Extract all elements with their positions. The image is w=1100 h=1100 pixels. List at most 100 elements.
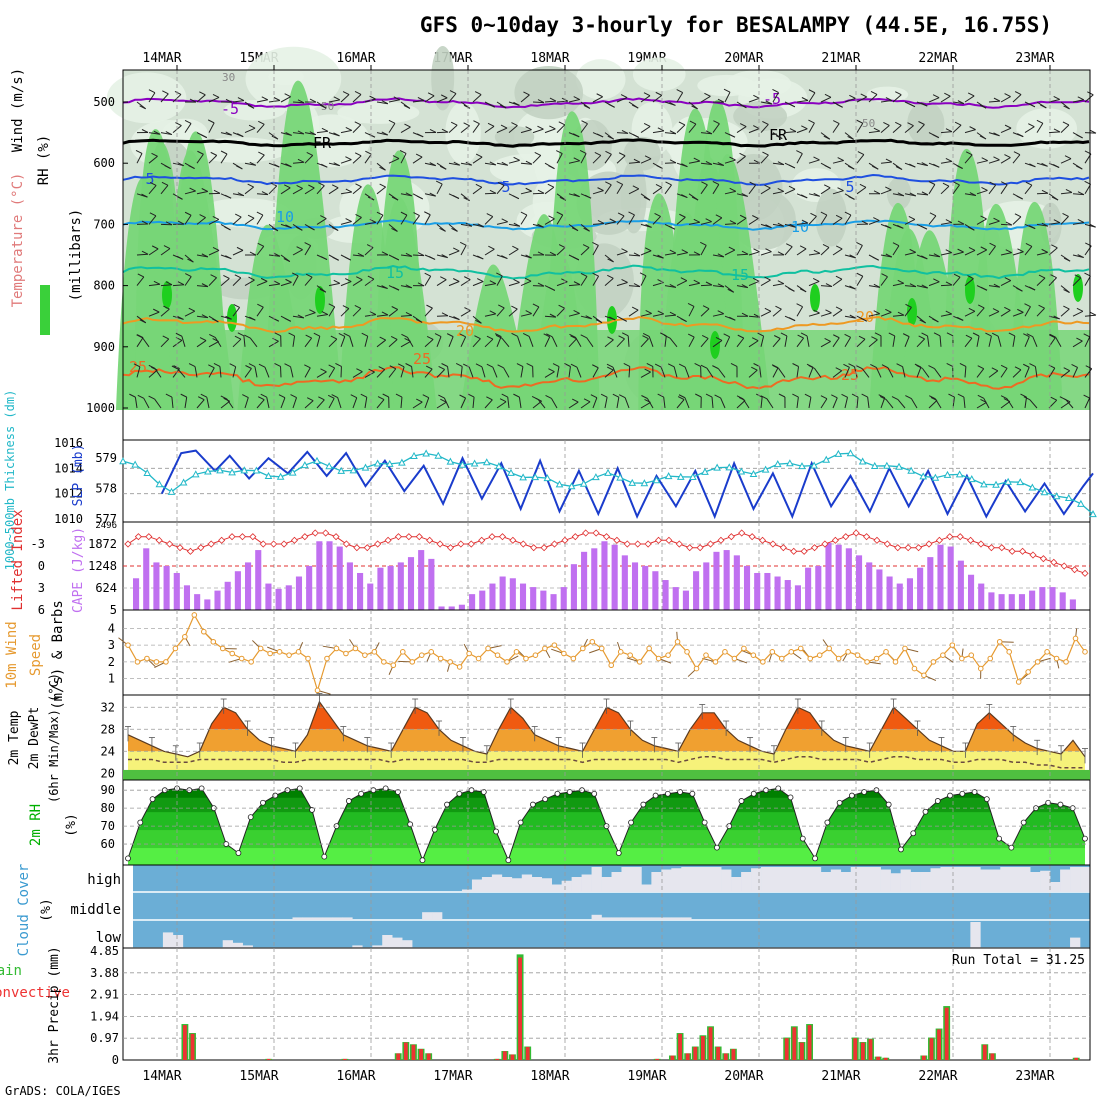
wind-barb-feather <box>687 302 695 307</box>
cape-bar <box>1069 599 1076 610</box>
wind-barb <box>232 307 241 317</box>
wind-barb-feather <box>212 247 220 251</box>
wind-barb-feather <box>583 104 591 109</box>
wind-barb-feather <box>644 247 652 252</box>
wind-barb <box>266 397 270 409</box>
cape-bar <box>703 562 710 610</box>
li-point <box>914 544 923 552</box>
wind-barb <box>496 127 508 134</box>
wind-barb <box>136 253 149 256</box>
wind-barb-feather <box>274 332 281 337</box>
wind-barb <box>964 310 976 317</box>
wind-barb <box>400 214 408 225</box>
wind-barb <box>196 285 208 288</box>
rh-saturated-spot <box>810 284 820 312</box>
wind-barb-feather <box>379 166 386 171</box>
cape-bar <box>519 583 527 610</box>
wind-speed-point <box>977 665 984 672</box>
wind-barb-feather <box>434 333 442 338</box>
wind-barb-feather <box>608 103 615 108</box>
wind-barb-feather <box>242 394 249 398</box>
wind-barb <box>376 369 386 378</box>
wind-barb-feather <box>355 183 362 188</box>
wind-barb-feather <box>537 99 545 104</box>
cape-bar <box>713 551 720 610</box>
cloud-bar <box>541 878 552 892</box>
precip-convective-bar <box>693 1046 698 1060</box>
wind-barb-feather <box>137 394 145 399</box>
wind-barb-feather <box>1076 337 1083 342</box>
wind-barb-feather <box>459 333 466 338</box>
cape-bar <box>1008 594 1015 610</box>
wind-speed-point <box>930 659 937 665</box>
wind-barb <box>388 368 397 378</box>
wind-barb-feather <box>176 195 183 200</box>
thickness-point <box>798 462 806 470</box>
wind-barb-feather <box>177 281 185 286</box>
wind-speed-point <box>1025 669 1031 675</box>
wind-barb <box>988 370 999 378</box>
wind-barb-feather <box>290 394 297 399</box>
wind-barb-feather <box>727 288 734 293</box>
wind-barb-feather <box>237 97 245 102</box>
wind-barb <box>196 217 206 225</box>
wind-barb <box>436 279 447 287</box>
wind-barb <box>148 185 157 195</box>
wind-barb-feather <box>909 248 916 253</box>
wind-barb-feather <box>174 90 182 95</box>
wind-barb-feather <box>861 220 869 225</box>
wind-barb-feather <box>965 334 973 339</box>
rh2m-point <box>493 828 499 835</box>
wind-barb-feather <box>796 303 803 308</box>
wind-barb-feather <box>681 249 688 254</box>
wind-barb-feather <box>665 181 672 186</box>
wind-barb-feather <box>847 135 854 140</box>
wind-barb-feather <box>797 334 804 339</box>
wind-barb <box>724 91 731 103</box>
precip-convective-bar <box>342 1058 347 1060</box>
wind-speed-point <box>267 650 273 657</box>
wind-barb <box>376 399 385 409</box>
wind-barb-feather <box>333 132 340 137</box>
svg-text:RH (%): RH (%) <box>36 135 52 186</box>
wind-barb <box>508 281 520 287</box>
wind-speed-point <box>769 649 776 655</box>
wind-barb-feather <box>885 97 893 101</box>
wind-barb <box>1012 369 1022 378</box>
li-point <box>134 533 142 541</box>
wind-barb <box>592 245 599 256</box>
wind-speed-point <box>655 655 662 662</box>
wind-barb-feather <box>856 365 863 370</box>
wind-speed-point <box>873 655 880 662</box>
legend-wind: Wind (m/s) <box>10 68 26 152</box>
thickness-point <box>555 480 564 488</box>
wind-barb <box>927 335 930 347</box>
cape-bar <box>764 572 771 610</box>
wind-barb <box>148 215 157 225</box>
wind-barb-feather <box>740 104 747 109</box>
wind-barb-feather <box>318 396 325 401</box>
wind-barb <box>1048 98 1060 103</box>
wind-barb-feather <box>391 306 398 310</box>
li-point <box>998 544 1006 552</box>
rh-mid-region <box>431 46 455 111</box>
wind-barb-feather <box>305 334 312 339</box>
wind-barb-feather <box>524 277 532 282</box>
precip-convective-bar <box>419 1049 423 1060</box>
cape-bar <box>346 562 353 610</box>
wind-barb <box>468 366 474 378</box>
li-tick: 3 <box>38 581 45 595</box>
wind-barb <box>748 128 760 134</box>
thickness-point <box>604 468 612 476</box>
wind-barb <box>1012 311 1024 317</box>
wind-barb-feather <box>967 275 974 280</box>
wind-barb <box>604 154 612 164</box>
li-point <box>311 529 319 537</box>
rh2m-tick: 60 <box>101 837 115 851</box>
wind-barb-feather <box>465 161 473 166</box>
cloud-bar <box>461 889 473 892</box>
wind-barb-feather <box>335 362 342 367</box>
wind-barb-feather <box>693 279 700 284</box>
wind-barb-feather <box>920 225 928 230</box>
